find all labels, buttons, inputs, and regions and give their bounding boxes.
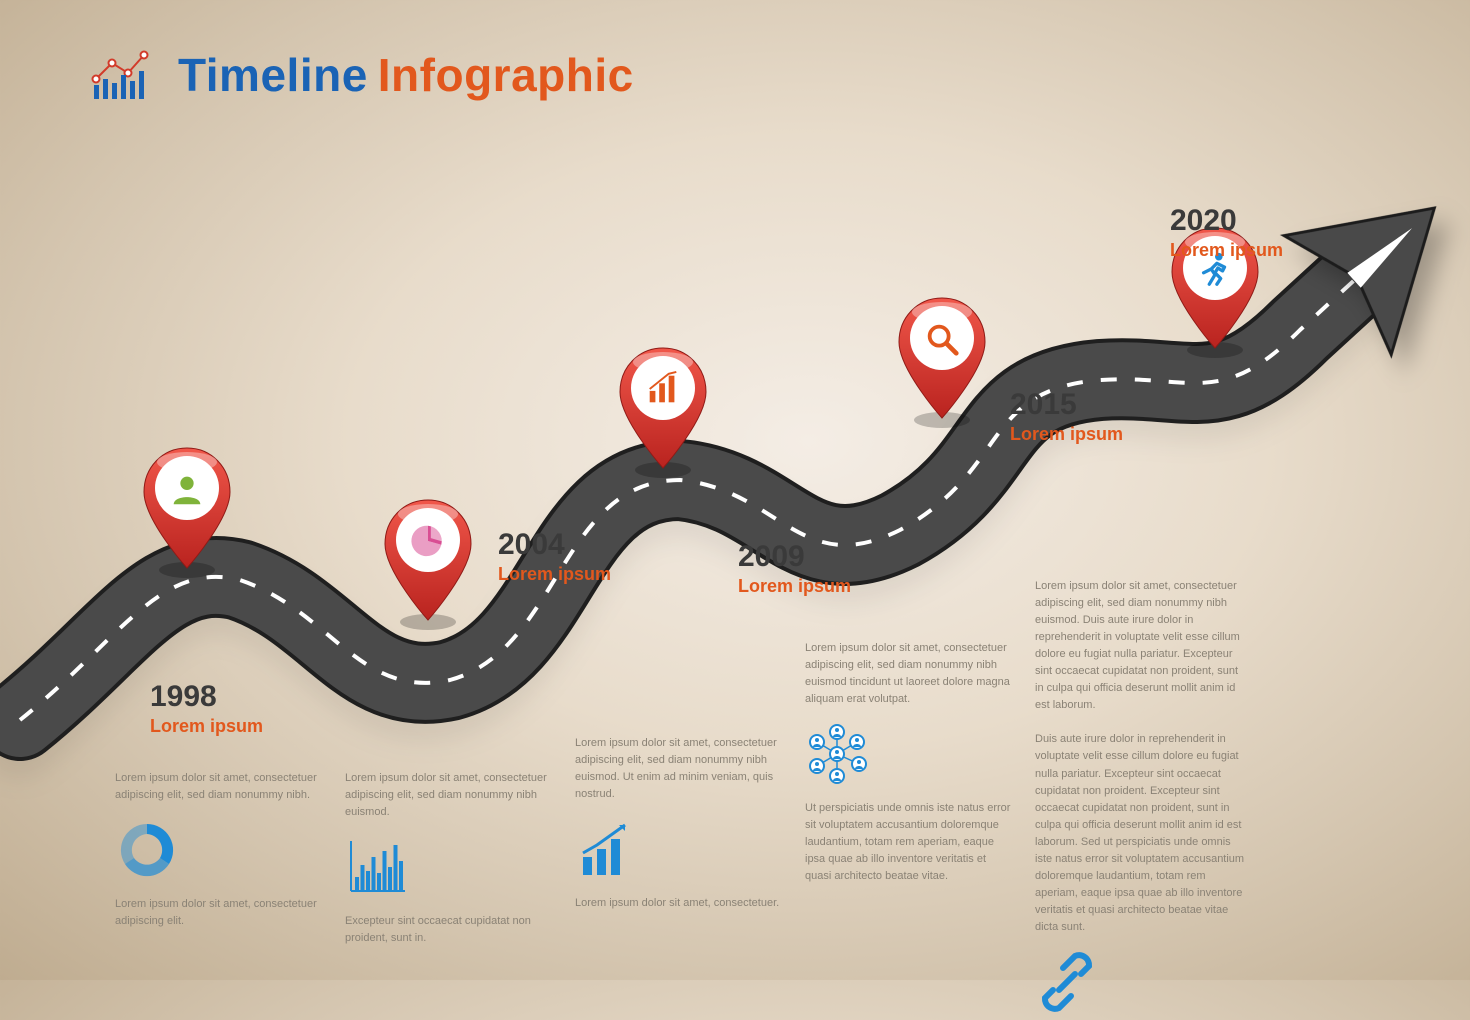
year-label-1998: 1998 Lorem ipsum xyxy=(150,680,263,737)
map-pin-1 xyxy=(132,440,242,580)
col-text-1: Lorem ipsum dolor sit amet, consectetuer… xyxy=(345,770,555,821)
text-column-3: Lorem ipsum dolor sit amet, consectetuer… xyxy=(575,735,785,912)
year-label-2015: 2015 Lorem ipsum xyxy=(1010,388,1123,445)
year-text: 2009 xyxy=(738,540,851,574)
col-text-1: Lorem ipsum dolor sit amet, consectetuer… xyxy=(805,640,1015,708)
col-text-1: Lorem ipsum dolor sit amet, consectetuer… xyxy=(575,735,785,803)
year-text: 1998 xyxy=(150,680,263,714)
bars-icon xyxy=(632,358,694,420)
map-pin-3 xyxy=(608,340,718,480)
year-text: 2004 xyxy=(498,528,611,562)
text-column-4: Lorem ipsum dolor sit amet, consectetuer… xyxy=(805,640,1015,885)
chart-logo-icon xyxy=(90,49,160,101)
link-icon xyxy=(1035,950,1099,1014)
year-subtitle: Lorem ipsum xyxy=(150,716,263,737)
year-text: 2015 xyxy=(1010,388,1123,422)
page-title: TimelineInfographic xyxy=(178,48,634,102)
year-subtitle: Lorem ipsum xyxy=(1170,240,1283,261)
col-text-2: Excepteur sint occaecat cupidatat non pr… xyxy=(345,913,555,947)
growth-icon xyxy=(575,817,639,881)
col-text-1: Lorem ipsum dolor sit amet, consectetuer… xyxy=(115,770,325,804)
col-text-2: Ut perspiciatis unde omnis iste natus er… xyxy=(805,800,1015,885)
user-icon xyxy=(156,458,218,520)
year-label-2020: 2020 Lorem ipsum xyxy=(1170,204,1283,261)
col-text-2: Lorem ipsum dolor sit amet, consectetuer… xyxy=(575,895,785,912)
year-text: 2020 xyxy=(1170,204,1283,238)
barchart-icon xyxy=(345,835,409,899)
text-column-2: Lorem ipsum dolor sit amet, consectetuer… xyxy=(345,770,555,947)
map-pin-2 xyxy=(373,492,483,632)
year-label-2009: 2009 Lorem ipsum xyxy=(738,540,851,597)
title-word-2: Infographic xyxy=(378,49,634,101)
header: TimelineInfographic xyxy=(90,48,634,102)
year-subtitle: Lorem ipsum xyxy=(1010,424,1123,445)
title-word-1: Timeline xyxy=(178,49,368,101)
year-subtitle: Lorem ipsum xyxy=(738,576,851,597)
pie-icon xyxy=(397,510,459,572)
search-icon xyxy=(911,308,973,370)
year-label-2004: 2004 Lorem ipsum xyxy=(498,528,611,585)
donut-icon xyxy=(115,818,179,882)
network-icon xyxy=(805,722,869,786)
col-text-2: Lorem ipsum dolor sit amet, consectetuer… xyxy=(115,896,325,930)
map-pin-4 xyxy=(887,290,997,430)
col-text-1: Lorem ipsum dolor sit amet, consectetuer… xyxy=(1035,578,1245,936)
text-column-1: Lorem ipsum dolor sit amet, consectetuer… xyxy=(115,770,325,930)
text-column-5: Lorem ipsum dolor sit amet, consectetuer… xyxy=(1035,578,1245,1014)
year-subtitle: Lorem ipsum xyxy=(498,564,611,585)
